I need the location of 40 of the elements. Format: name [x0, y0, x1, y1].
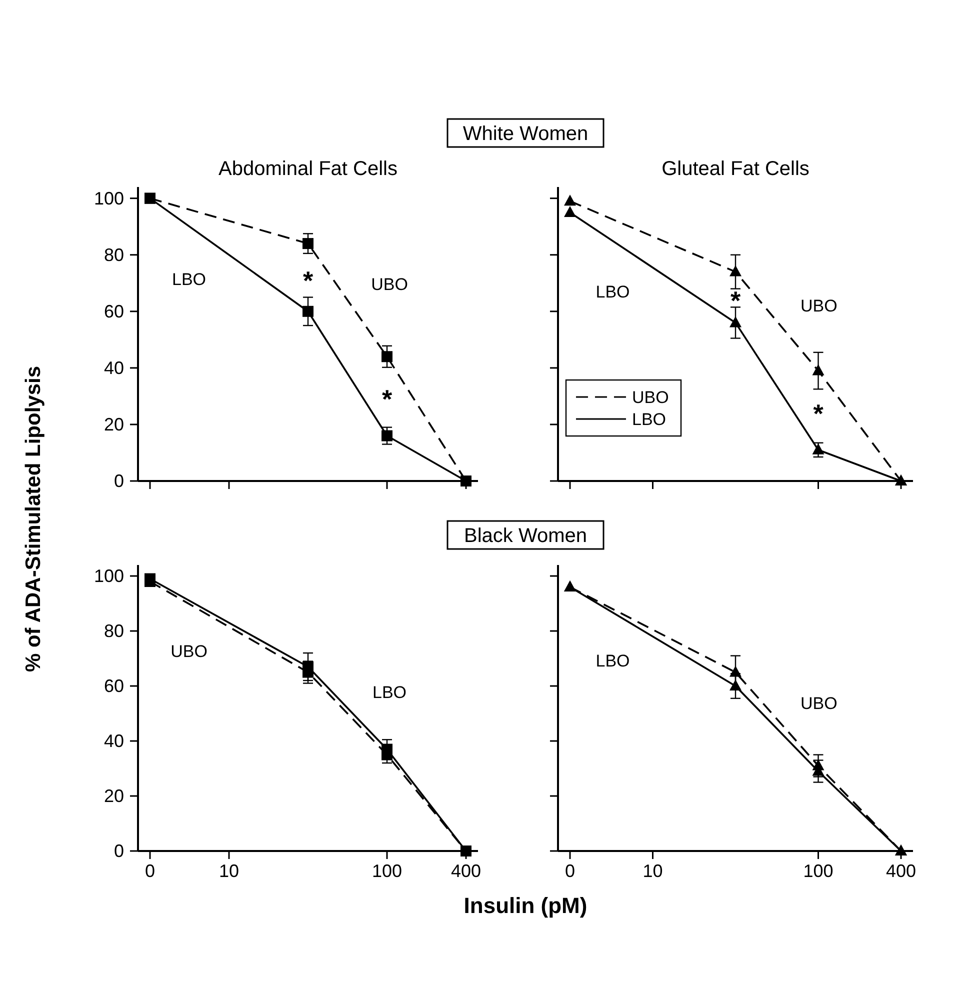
y-tick-label: 80	[104, 621, 124, 641]
x-tick-label: 100	[803, 861, 834, 881]
series-label: LBO	[172, 270, 206, 289]
x-tick-label: 10	[642, 861, 663, 881]
text: LBO	[596, 282, 630, 302]
x-tick-label: 400	[450, 861, 482, 881]
y-tick-label: 100	[94, 566, 124, 586]
x-axis-title: Insulin (pM)	[464, 893, 588, 918]
y-tick-label: 20	[104, 414, 124, 434]
chart-title: Abdominal Fat Cells	[218, 158, 398, 180]
x-tick-label: 0	[144, 861, 156, 881]
series-label: UBO	[800, 694, 838, 713]
chart-title: Gluteal Fat Cells	[662, 158, 810, 180]
annotation: *	[382, 384, 393, 414]
series-label: UBO	[170, 642, 208, 661]
annotation: *	[302, 265, 314, 296]
y-tick-label: 60	[104, 676, 124, 696]
y-tick-label: 20	[104, 786, 124, 806]
y-tick-label: 80	[104, 244, 124, 265]
text: White Women	[462, 123, 588, 145]
y-axis-title: % of ADA-Stimulated Lipolysis	[22, 366, 45, 672]
legend-label: LBO	[632, 410, 666, 429]
x-tick-label: 0	[564, 861, 576, 881]
y-tick-label: 40	[104, 731, 124, 751]
y-tick-label: 0	[114, 471, 124, 491]
y-tick-label: 0	[114, 841, 124, 861]
text: Black Women	[464, 525, 588, 547]
text: UBO	[800, 296, 838, 316]
y-tick-label: 60	[104, 301, 124, 322]
annotation: *	[813, 398, 824, 428]
y-tick-label: 40	[104, 358, 124, 378]
series-label: UBO	[371, 275, 408, 294]
annotation: *	[730, 285, 742, 316]
x-tick-label: 100	[372, 861, 402, 881]
series-label: LBO	[596, 652, 630, 670]
x-tick-label: 400	[886, 861, 916, 881]
x-tick-label: 10	[218, 861, 240, 881]
y-tick-label: 100	[94, 188, 124, 208]
series-label: LBO	[372, 683, 407, 702]
legend-label: UBO	[632, 388, 669, 407]
